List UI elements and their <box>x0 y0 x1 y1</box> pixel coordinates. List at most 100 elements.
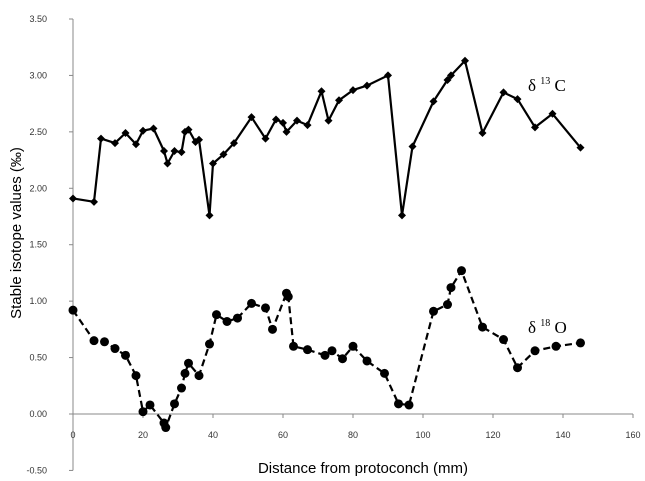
series-layer <box>68 56 585 433</box>
data-point-d13c <box>303 121 312 130</box>
data-point-d18o <box>222 316 232 326</box>
data-point-d18o <box>362 356 372 366</box>
y-tick-label: 2.50 <box>29 127 47 137</box>
x-tick-label: 80 <box>348 430 358 440</box>
data-point-d18o <box>446 283 456 293</box>
data-point-d18o <box>576 338 585 348</box>
data-point-d18o <box>100 337 109 347</box>
data-point-d13c <box>69 194 77 203</box>
data-point-d13c <box>230 139 238 148</box>
x-tick-label: 160 <box>625 430 640 440</box>
data-point-d18o <box>212 310 221 320</box>
y-tick-label: 0.00 <box>29 409 47 419</box>
data-point-d18o <box>268 324 277 334</box>
data-point-d13c <box>408 142 417 151</box>
x-axis-title: Distance from protoconch (mm) <box>258 460 468 477</box>
data-point-d18o <box>443 300 452 310</box>
data-point-d18o <box>551 341 561 351</box>
series-label-d13c-element: C <box>555 76 566 95</box>
data-point-d13c <box>139 126 147 135</box>
data-point-d13c <box>111 139 119 148</box>
data-point-d13c <box>335 96 343 105</box>
series-label-d13c: δ 13 C <box>528 69 566 95</box>
series-label-d18o-sup: 18 <box>540 318 550 329</box>
x-axis-ticks: 0 20 40 60 80 100 120 140 160 <box>70 414 641 440</box>
data-point-d13c <box>247 113 256 122</box>
data-point-d18o <box>180 368 190 378</box>
data-point-d13c <box>384 71 392 80</box>
x-tick-label: 60 <box>278 430 288 440</box>
data-point-d18o <box>380 368 389 378</box>
data-point-d13c <box>90 197 98 206</box>
data-point-d13c <box>205 211 214 220</box>
data-point-d18o <box>289 341 298 351</box>
y-tick-label: 3.50 <box>29 14 47 24</box>
data-point-d13c <box>282 127 291 136</box>
data-point-d18o <box>145 400 155 410</box>
data-point-d13c <box>317 87 326 96</box>
series-label-d18o-element: O <box>555 318 567 337</box>
data-point-d18o <box>261 303 270 313</box>
x-tick-label: 120 <box>485 430 500 440</box>
data-point-d18o <box>68 305 78 315</box>
y-tick-label: 1.00 <box>29 296 47 306</box>
data-point-d13c <box>531 123 539 132</box>
data-point-d13c <box>121 128 130 137</box>
data-point-d18o <box>247 298 256 308</box>
data-point-d13c <box>443 75 452 84</box>
data-point-d18o <box>110 344 120 354</box>
data-point-d13c <box>293 116 301 125</box>
data-point-d13c <box>279 118 287 127</box>
y-tick-label: 1.50 <box>29 240 47 250</box>
data-point-d13c <box>209 159 217 168</box>
data-point-d13c <box>219 150 228 159</box>
data-point-d13c <box>513 95 522 104</box>
series-label-d13c-delta: δ <box>528 76 536 95</box>
data-point-d13c <box>461 56 469 65</box>
data-point-d13c <box>478 128 487 137</box>
data-point-d18o <box>499 335 508 345</box>
y-tick-label: 2.00 <box>29 183 47 193</box>
x-tick-label: 40 <box>208 430 218 440</box>
x-tick-label: 0 <box>70 430 75 440</box>
data-point-d18o <box>478 322 487 332</box>
data-point-d13c <box>499 88 508 97</box>
y-axis-title: Stable isotope values (‰) <box>8 147 25 319</box>
y-tick-label: 0.50 <box>29 353 47 363</box>
data-point-d18o <box>513 363 522 373</box>
series-label-d13c-sup: 13 <box>540 76 550 87</box>
series-line-d13c <box>72 59 582 217</box>
data-point-d13c <box>398 211 406 220</box>
data-point-d18o <box>161 423 171 433</box>
data-point-d18o <box>457 266 466 276</box>
data-point-d13c <box>177 148 186 157</box>
data-point-d18o <box>283 292 293 302</box>
data-point-d13c <box>261 134 270 143</box>
data-point-d18o <box>131 371 141 381</box>
data-point-d18o <box>184 358 193 368</box>
x-tick-label: 140 <box>555 430 570 440</box>
data-point-d13c <box>149 124 158 133</box>
data-point-d13c <box>160 147 168 156</box>
data-point-d18o <box>429 306 438 316</box>
y-axis-ticks: -0.50 0.00 0.50 1.00 1.50 2.00 2.50 3.00 3.50 <box>26 14 73 475</box>
data-point-d13c <box>97 134 105 143</box>
data-point-d18o <box>89 336 99 346</box>
data-point-d18o <box>338 354 347 364</box>
data-point-d18o <box>170 399 179 409</box>
data-point-d13c <box>163 159 172 168</box>
data-point-d13c <box>272 115 280 124</box>
y-tick-label: -0.50 <box>26 465 47 475</box>
data-point-d18o <box>404 400 414 410</box>
data-point-d18o <box>303 345 312 355</box>
series-label-d18o: δ 18 O <box>528 311 567 337</box>
data-point-d18o <box>205 339 214 349</box>
data-point-d13c <box>363 81 371 90</box>
data-point-d18o <box>394 399 403 409</box>
data-point-d13c <box>170 147 179 156</box>
data-point-d18o <box>138 407 148 417</box>
data-point-d13c <box>349 86 357 95</box>
data-point-d13c <box>429 97 438 106</box>
y-tick-label: 3.00 <box>29 70 47 80</box>
